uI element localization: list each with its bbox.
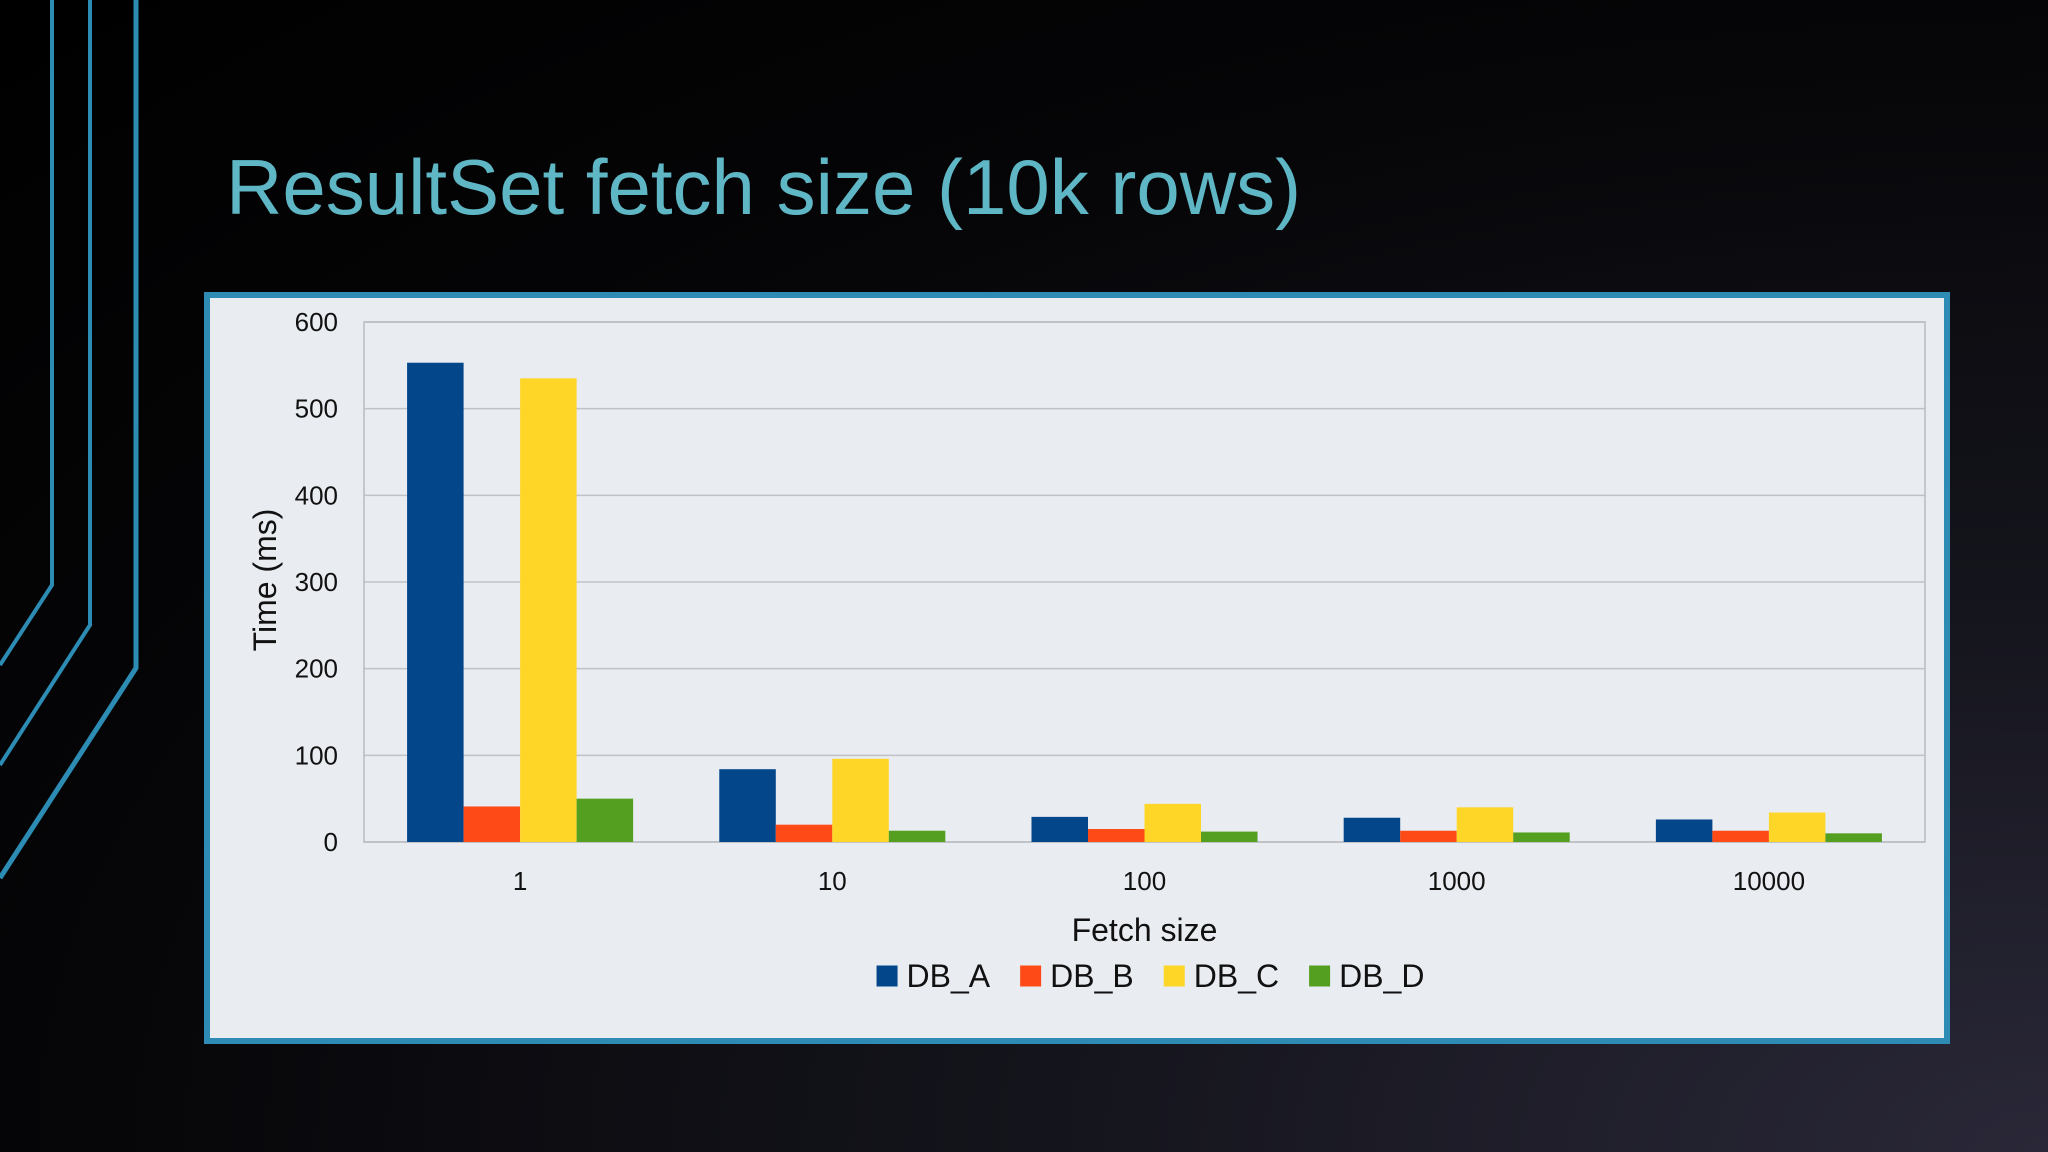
chart-frame: 0 100 200 300 400 500 600 1 10 100 1000 10000 Time… — [204, 292, 1950, 1044]
gridlines — [364, 321, 1925, 843]
x-tick-label: 1000 — [1428, 866, 1486, 896]
bar-db-d — [1825, 833, 1882, 842]
y-tick-label: 300 — [295, 567, 338, 597]
bar-db-a — [1655, 819, 1713, 842]
deco-line-middle — [0, 0, 92, 767]
y-tick-label: 500 — [295, 394, 338, 424]
bar-db-b — [1712, 830, 1769, 842]
x-axis-label: Fetch size — [1072, 912, 1218, 948]
legend-swatch-db-d — [1309, 965, 1331, 987]
bar-db-c — [1456, 807, 1514, 842]
bar-db-c — [1768, 812, 1826, 842]
legend-swatch-db-b — [1020, 965, 1042, 987]
bar-db-a — [1343, 817, 1401, 842]
bar-chart: 0 100 200 300 400 500 600 1 10 100 1000 10000 Time… — [247, 307, 1926, 994]
bar-db-d — [1513, 832, 1570, 842]
bar-db-b — [463, 806, 521, 842]
legend-swatch-db-a — [876, 965, 898, 987]
legend-label-db-d: DB_D — [1339, 958, 1424, 994]
bar-db-c — [520, 378, 577, 842]
bar-db-c — [1144, 803, 1202, 842]
bar-db-d — [576, 798, 634, 842]
x-tick-label: 10 — [818, 866, 847, 896]
legend-label-db-a: DB_A — [907, 958, 991, 994]
bar-db-a — [1031, 816, 1088, 842]
y-axis-label: Time (ms) — [247, 509, 283, 652]
bars — [407, 362, 1882, 842]
y-tick-label: 400 — [295, 480, 338, 510]
y-tick-label: 0 — [324, 827, 338, 857]
slide-title: ResultSet fetch size (10k rows) — [226, 143, 1302, 231]
x-axis-ticks: 1 10 100 1000 10000 — [513, 866, 1805, 896]
bar-db-b — [1400, 830, 1457, 842]
bar-db-d — [888, 830, 946, 842]
bar-db-a — [407, 362, 464, 842]
x-tick-label: 1 — [513, 866, 527, 896]
deco-line-inner — [0, 0, 54, 667]
y-tick-label: 100 — [295, 740, 338, 770]
x-tick-label: 100 — [1123, 866, 1166, 896]
y-tick-label: 200 — [295, 654, 338, 684]
bar-db-b — [775, 824, 833, 842]
legend-label-db-c: DB_C — [1194, 958, 1279, 994]
x-tick-label: 10000 — [1733, 866, 1805, 896]
legend-swatch-db-c — [1163, 965, 1185, 987]
y-tick-label: 600 — [295, 307, 338, 337]
bar-db-a — [719, 769, 776, 842]
bar-db-b — [1087, 829, 1145, 842]
bar-db-d — [1201, 831, 1258, 842]
deco-line-outer — [0, 0, 139, 880]
legend-label-db-b: DB_B — [1050, 958, 1134, 994]
bar-db-c — [832, 758, 889, 842]
legend: DB_A DB_B DB_C DB_D — [876, 958, 1424, 994]
y-axis-ticks: 0 100 200 300 400 500 600 — [295, 307, 338, 857]
decorative-lines — [0, 0, 139, 880]
